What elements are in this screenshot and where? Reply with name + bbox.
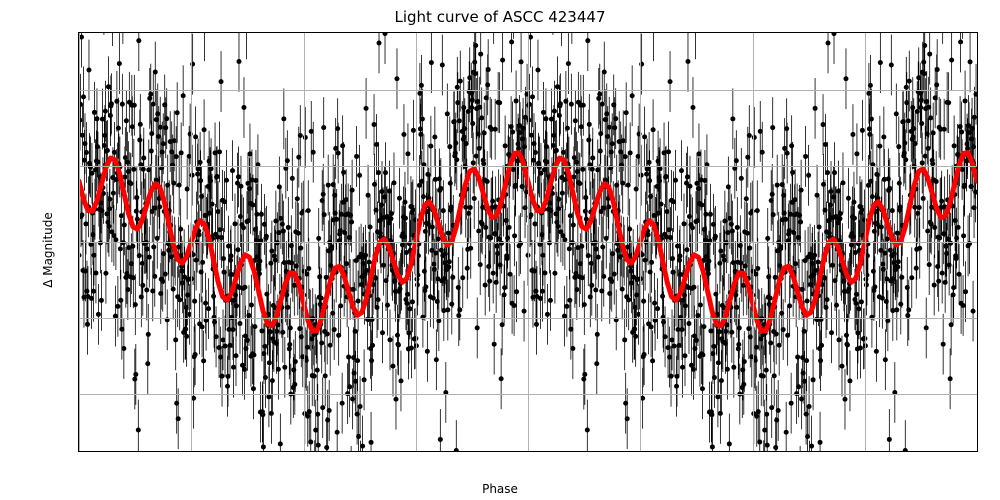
chart-title: Light curve of ASCC 423447 — [0, 8, 1000, 26]
plot-area: 0.000.250.500.751.001.251.501.752.000.02… — [78, 32, 978, 452]
x-axis-label: Phase — [0, 482, 1000, 496]
light-curve-figure: Light curve of ASCC 423447 Δ Magnitude P… — [0, 0, 1000, 500]
y-axis-label: Δ Magnitude — [41, 212, 55, 288]
